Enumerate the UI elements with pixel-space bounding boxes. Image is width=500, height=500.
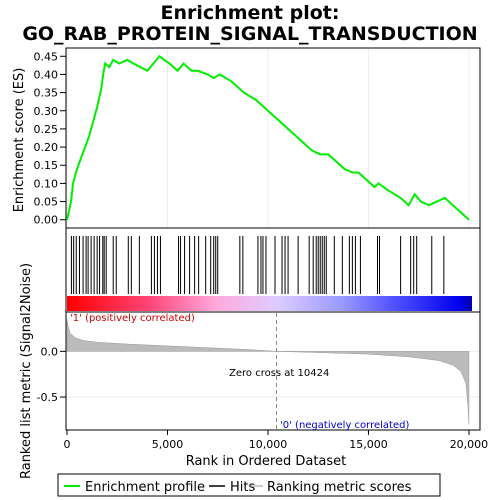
xtick-label: 20,000 bbox=[450, 438, 489, 451]
hits-markers bbox=[70, 236, 445, 294]
rank-y-axis-label: Ranked list metric (Signal2Noise) bbox=[19, 263, 34, 479]
legend-label-hits: Hits bbox=[230, 480, 255, 495]
es-y-axis-label: Enrichment score (ES) bbox=[12, 68, 27, 213]
es-ytick-label: 0.00 bbox=[34, 214, 59, 227]
legend-label-ranking: Ranking metric scores bbox=[267, 480, 412, 495]
es-ytick-label: 0.35 bbox=[34, 87, 59, 100]
es-ytick-label: 0.45 bbox=[34, 50, 59, 63]
legend-label-enrichment: Enrichment profile bbox=[85, 480, 205, 495]
es-gridlines bbox=[66, 49, 470, 227]
x-axis-ticks: 0 5,000 10,000 15,000 20,000 bbox=[64, 430, 489, 451]
es-plot-frame bbox=[65, 47, 481, 229]
chart-title-line2: GO_RAB_PROTEIN_SIGNAL_TRANSDUCTION bbox=[22, 23, 477, 45]
es-ytick-label: 0.15 bbox=[34, 159, 59, 172]
legend-box bbox=[57, 473, 441, 497]
negative-correlation-label: '0' (negatively correlated) bbox=[280, 420, 409, 431]
xtick-label: 0 bbox=[64, 438, 71, 451]
rank-ytick-label: -0.5 bbox=[37, 391, 58, 404]
es-ytick-label: 0.05 bbox=[34, 196, 59, 209]
es-ytick-label: 0.25 bbox=[34, 123, 59, 136]
rank-color-bar bbox=[67, 296, 472, 311]
positive-correlation-label: '1' (positively correlated) bbox=[70, 313, 195, 324]
xtick-label: 10,000 bbox=[249, 438, 288, 451]
es-ytick-label: 0.10 bbox=[34, 177, 59, 190]
rank-y-ticks: 0.0 -0.5 bbox=[37, 345, 66, 404]
es-ytick-label: 0.30 bbox=[34, 105, 59, 118]
xtick-label: 5,000 bbox=[152, 438, 184, 451]
chart-title-line1: Enrichment plot: bbox=[161, 2, 340, 24]
rank-ytick-label: 0.0 bbox=[41, 345, 59, 358]
xtick-label: 15,000 bbox=[349, 438, 388, 451]
es-ytick-label: 0.40 bbox=[34, 68, 59, 81]
ranking-metric-area bbox=[66, 319, 470, 425]
es-y-ticks: 0.00 0.05 0.10 0.15 0.20 0.25 0.30 0.35 0.40 0.45 bbox=[34, 50, 66, 227]
es-ytick-label: 0.20 bbox=[34, 141, 59, 154]
zero-cross-label: Zero cross at 10424 bbox=[229, 368, 329, 379]
rank-plot-frame bbox=[65, 311, 481, 431]
x-axis-label: Rank in Ordered Dataset bbox=[186, 454, 347, 469]
enrichment-profile-line bbox=[66, 54, 470, 221]
